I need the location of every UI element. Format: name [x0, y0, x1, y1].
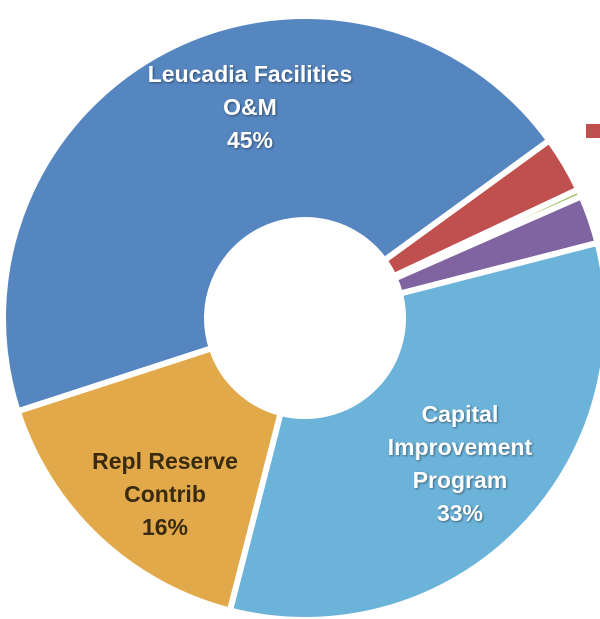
legend-swatch — [586, 124, 600, 138]
donut-segment — [13, 344, 285, 615]
donut-segment — [226, 239, 600, 619]
value-label: 45% — [226, 127, 274, 153]
donut-segment — [0, 13, 554, 416]
category-label: Capital Improvement Program — [387, 401, 533, 493]
data-label: Leucadia Facilities O&M 45% — [135, 58, 365, 157]
data-label: Repl Reserve Contrib 16% — [60, 445, 270, 544]
category-label: Leucadia Facilities O&M — [147, 61, 353, 120]
value-label: 33% — [436, 500, 484, 526]
value-label: 16% — [141, 514, 189, 540]
category-label: Repl Reserve Contrib — [92, 448, 238, 507]
data-label: Capital Improvement Program 33% — [355, 398, 565, 530]
